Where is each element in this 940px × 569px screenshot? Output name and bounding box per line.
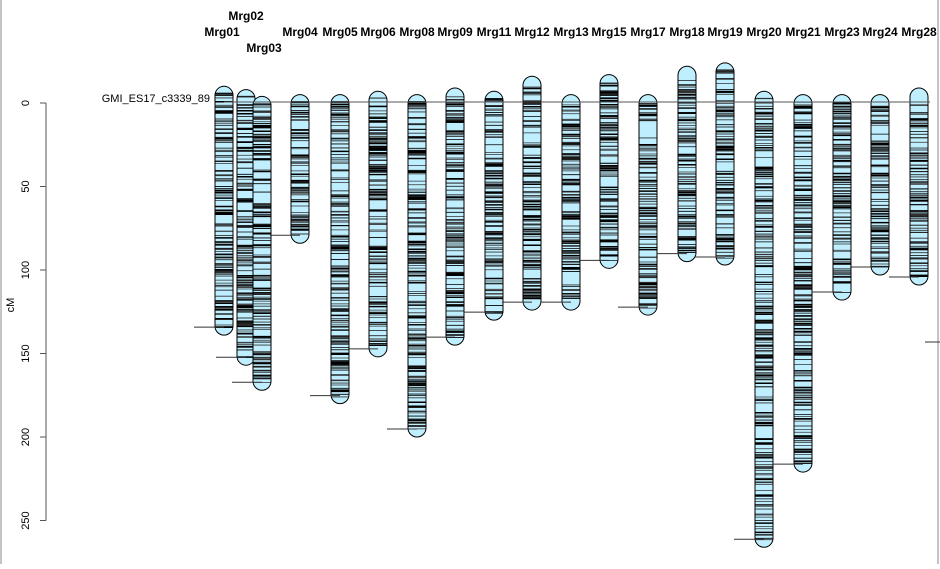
marker-group <box>871 105 889 268</box>
chromosome-outline <box>368 90 388 358</box>
chromosome-mrg11: Mrg11 <box>455 25 512 321</box>
chromosome-mrg19: Mrg19 <box>687 25 743 266</box>
chromosome-label: Mrg17 <box>630 25 666 39</box>
y-axis-label: cM <box>5 298 17 313</box>
marker-group <box>485 98 503 314</box>
chromosome-outline <box>214 85 234 336</box>
chromosome-outline <box>599 74 619 269</box>
chromosome-label: Mrg06 <box>360 25 396 39</box>
marker-group <box>523 86 541 300</box>
chromosome-label: Mrg01 <box>204 25 240 39</box>
marker-annotation: GMI_ES17_c3339_89 <box>102 93 210 105</box>
chromosome-mrg09: Mrg09 <box>417 25 473 346</box>
chromosome-label: Mrg23 <box>824 25 860 39</box>
y-tick-label: 50 <box>20 180 32 192</box>
chromosome-mrg15: Mrg15 <box>571 25 627 269</box>
chromosome-body <box>639 94 657 316</box>
chromosome-outline <box>561 94 581 311</box>
chromosome-mrg13: Mrg13 <box>532 25 589 311</box>
marker-group <box>910 104 928 277</box>
chromosome-mrg04: Mrg04 <box>262 25 318 244</box>
chromosome-label: Mrg24 <box>862 25 898 39</box>
chromosome-mrg17: Mrg17 <box>609 25 666 316</box>
chromosome-outline <box>832 94 852 301</box>
marker-group <box>408 101 426 430</box>
chromosome-label: Mrg18 <box>669 25 705 39</box>
y-axis: 0 50 100 150 200 250 <box>20 100 47 530</box>
marker-group <box>237 95 255 358</box>
chromosome-label: Mrg13 <box>553 25 589 39</box>
chromosome-outline <box>407 94 427 438</box>
marker-group <box>755 97 773 541</box>
chromosome-outline <box>870 94 890 276</box>
marker-group <box>253 103 271 383</box>
marker-group <box>369 97 387 346</box>
chromosome-mrg12: Mrg12 <box>494 25 550 311</box>
y-tick-label: 150 <box>20 344 32 362</box>
marker-group <box>639 102 657 309</box>
chromosome-label: Mrg03 <box>246 41 282 55</box>
marker-group <box>716 69 734 259</box>
chromosome-label: Mrg28 <box>901 25 937 39</box>
chromosome-mrg28: Mrg28 <box>880 25 937 286</box>
chromosome-mrg21: Mrg21 <box>764 25 821 473</box>
chromosome-mrg03: Mrg03 <box>232 41 282 391</box>
chromosome-mrg24: Mrg24 <box>842 25 898 276</box>
y-tick-label: 100 <box>20 261 32 279</box>
chromosome-outline <box>754 90 774 548</box>
chromosome-outline <box>638 94 658 316</box>
y-tick-label: 200 <box>20 428 32 446</box>
chromosome-label: Mrg05 <box>322 25 358 39</box>
chromosome-label: Mrg19 <box>707 25 743 39</box>
chromosome-outline <box>290 94 310 244</box>
chromosome-label: Mrg21 <box>785 25 821 39</box>
chromosome-mrg20: Mrg20 <box>725 25 782 548</box>
chromosome-outline <box>715 62 735 266</box>
chromosome-label: Mrg08 <box>399 25 435 39</box>
chromosome-body <box>678 66 696 262</box>
chromosome-label: Mrg11 <box>477 25 512 39</box>
chromosome-outline <box>252 95 272 391</box>
chromosome-outline <box>793 94 813 473</box>
y-tick-label: 250 <box>20 511 32 529</box>
chromosome-mrg05: Mrg05 <box>300 25 358 405</box>
chromosome-label: Mrg15 <box>591 25 627 39</box>
marker-group <box>562 101 580 299</box>
marker-group <box>291 100 309 235</box>
marker-group <box>678 80 696 253</box>
chromosome-outline <box>445 87 465 346</box>
chromosome-label: Mrg12 <box>514 25 550 39</box>
marker-group <box>446 96 464 338</box>
chromosome-body <box>562 94 580 311</box>
y-tick-label: 0 <box>20 100 32 106</box>
chromosome-outline <box>484 90 504 321</box>
chromosome-mrg01: Mrg01 <box>194 25 240 336</box>
chromosome-label: Mrg04 <box>282 25 318 39</box>
marker-group <box>600 82 618 261</box>
chromosome-mrg18: Mrg18 <box>648 25 705 263</box>
chromosome-mrg02: Mrg02 <box>216 9 264 366</box>
chromosome-outline <box>909 87 929 286</box>
chromosome-label: Mrg02 <box>228 9 264 23</box>
marker-group <box>833 101 851 293</box>
chromosome-label: Mrg20 <box>746 25 782 39</box>
chromosome-outline <box>330 94 350 405</box>
chromosome-mrg08: Mrg08 <box>378 25 435 438</box>
chromosome-mrg06: Mrg06 <box>340 25 396 358</box>
chromosome-outline <box>522 75 542 311</box>
chromosome-label: Mrg09 <box>437 25 473 39</box>
marker-group <box>331 100 349 398</box>
marker-group <box>794 101 812 464</box>
chromosome-outline <box>677 65 697 263</box>
